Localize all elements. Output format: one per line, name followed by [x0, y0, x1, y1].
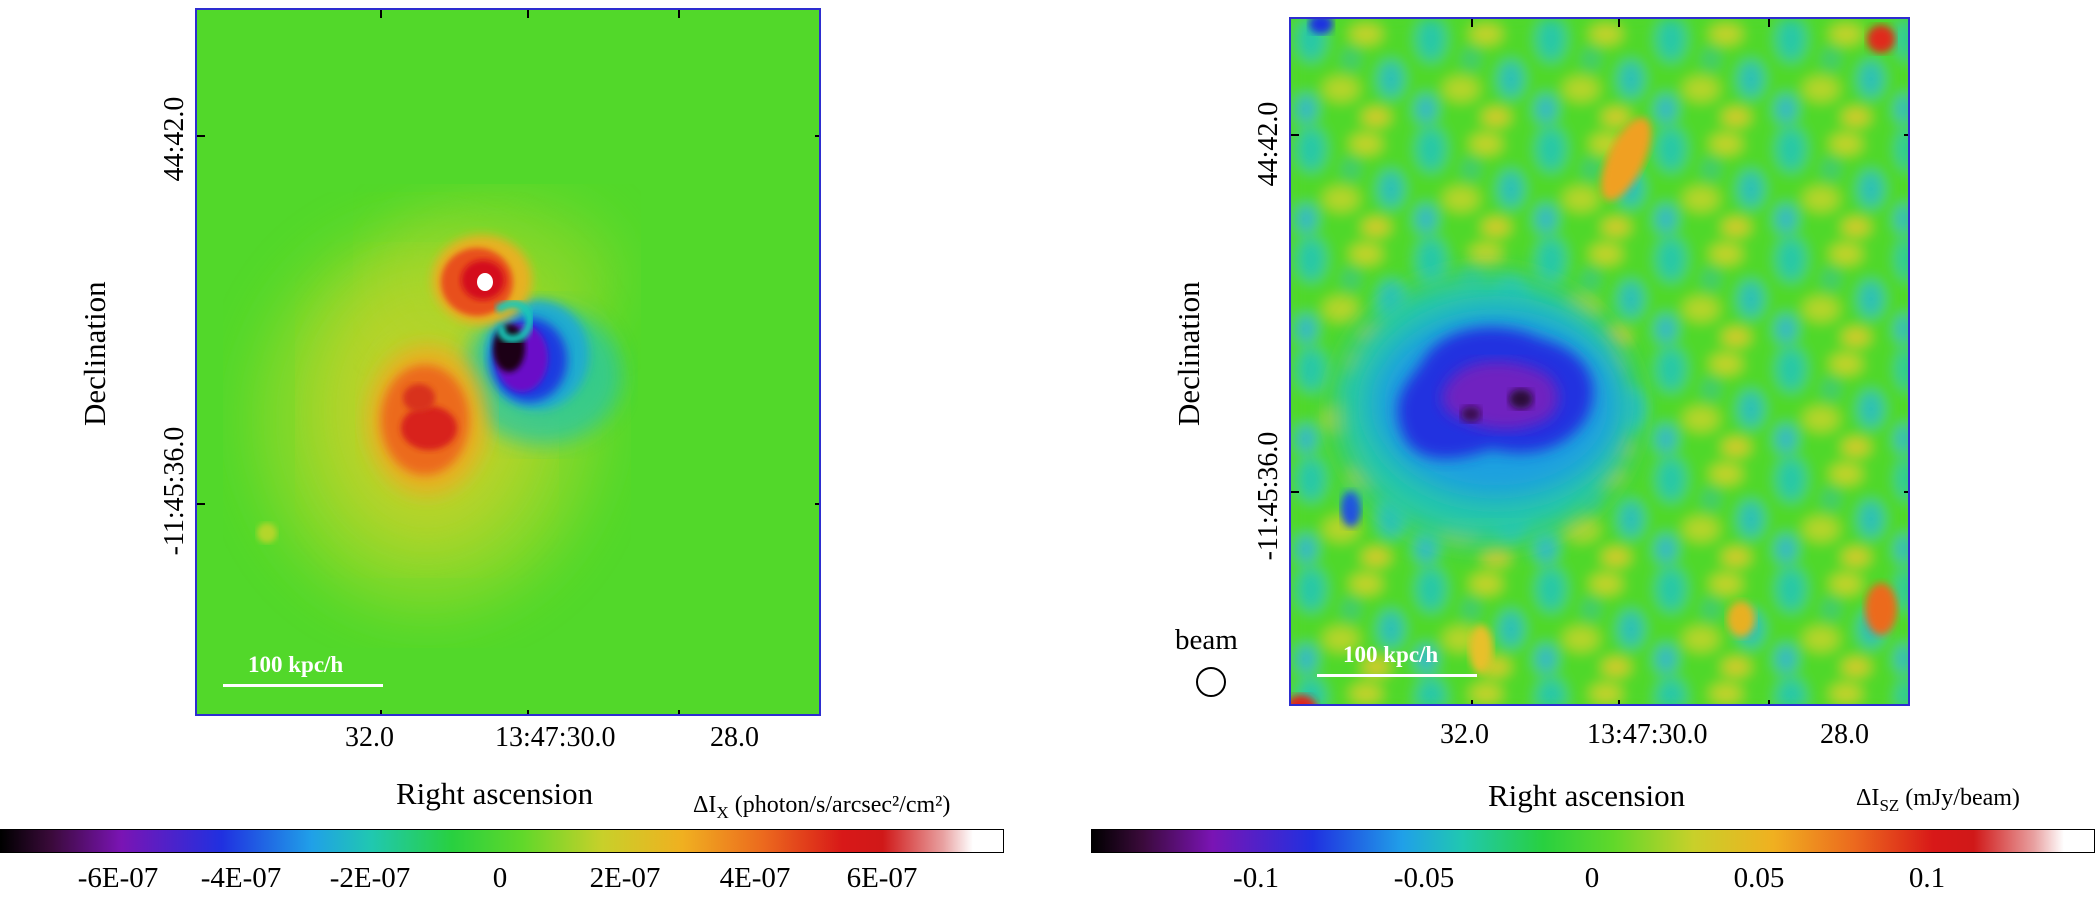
left-x-tick-3: 28.0 — [710, 722, 759, 753]
left-colorbar-label-3: -2E-07 — [329, 862, 411, 894]
left-colorbar-label-5: 2E-07 — [589, 862, 661, 894]
right-scalebar-line — [1317, 674, 1477, 677]
right-x-axis-label: Right ascension — [1488, 778, 1686, 813]
right-colorbar-label-5: 0.1 — [1908, 862, 1946, 894]
left-scalebar-line — [223, 684, 383, 687]
left-y-tick-1: 44:42.0 — [159, 96, 190, 182]
left-y-axis-label: Declination — [77, 281, 112, 426]
left-colorbar-label-1: -6E-07 — [77, 862, 159, 894]
right-colorbar-label-1: -0.1 — [1233, 862, 1279, 894]
beam-label: beam — [1175, 624, 1238, 656]
right-x-tick-1: 32.0 — [1440, 719, 1489, 750]
left-colorbar-label-7: 6E-07 — [846, 862, 918, 894]
left-xray-map — [197, 10, 819, 714]
right-x-tick-2: 13:47:30.0 — [1587, 719, 1708, 750]
right-y-tick-1: 44:42.0 — [1253, 101, 1284, 187]
beam-circle — [1196, 667, 1226, 697]
right-scalebar-label: 100 kpc/h — [1343, 642, 1439, 667]
right-y-axis-label: Declination — [1171, 281, 1206, 426]
left-colorbar — [0, 829, 1004, 853]
right-sz-map — [1291, 19, 1908, 704]
right-colorbar-label-2: -0.05 — [1393, 862, 1455, 894]
right-colorbar-label-4: 0.05 — [1733, 862, 1785, 894]
right-colorbar-title: ΔISZ (mJy/beam) — [1856, 785, 2020, 815]
left-colorbar-title: ΔIX (photon/s/arcsec²/cm²) — [693, 792, 951, 822]
left-colorbar-label-2: -4E-07 — [200, 862, 282, 894]
left-image: 100 kpc/h — [195, 8, 821, 716]
right-colorbar — [1091, 829, 2095, 853]
left-y-tick-2: -11:45:36.0 — [159, 426, 190, 556]
left-colorbar-label-6: 4E-07 — [719, 862, 791, 894]
left-x-tick-1: 32.0 — [345, 722, 394, 753]
right-y-tick-2: -11:45:36.0 — [1253, 431, 1284, 561]
right-x-tick-3: 28.0 — [1820, 719, 1869, 750]
left-colorbar-label-4: 0 — [492, 862, 508, 894]
left-x-axis-label: Right ascension — [396, 776, 594, 811]
left-x-tick-2: 13:47:30.0 — [495, 722, 616, 753]
right-image: 100 kpc/h — [1289, 17, 1910, 706]
right-colorbar-label-3: 0 — [1584, 862, 1600, 894]
left-scalebar-label: 100 kpc/h — [248, 652, 344, 677]
